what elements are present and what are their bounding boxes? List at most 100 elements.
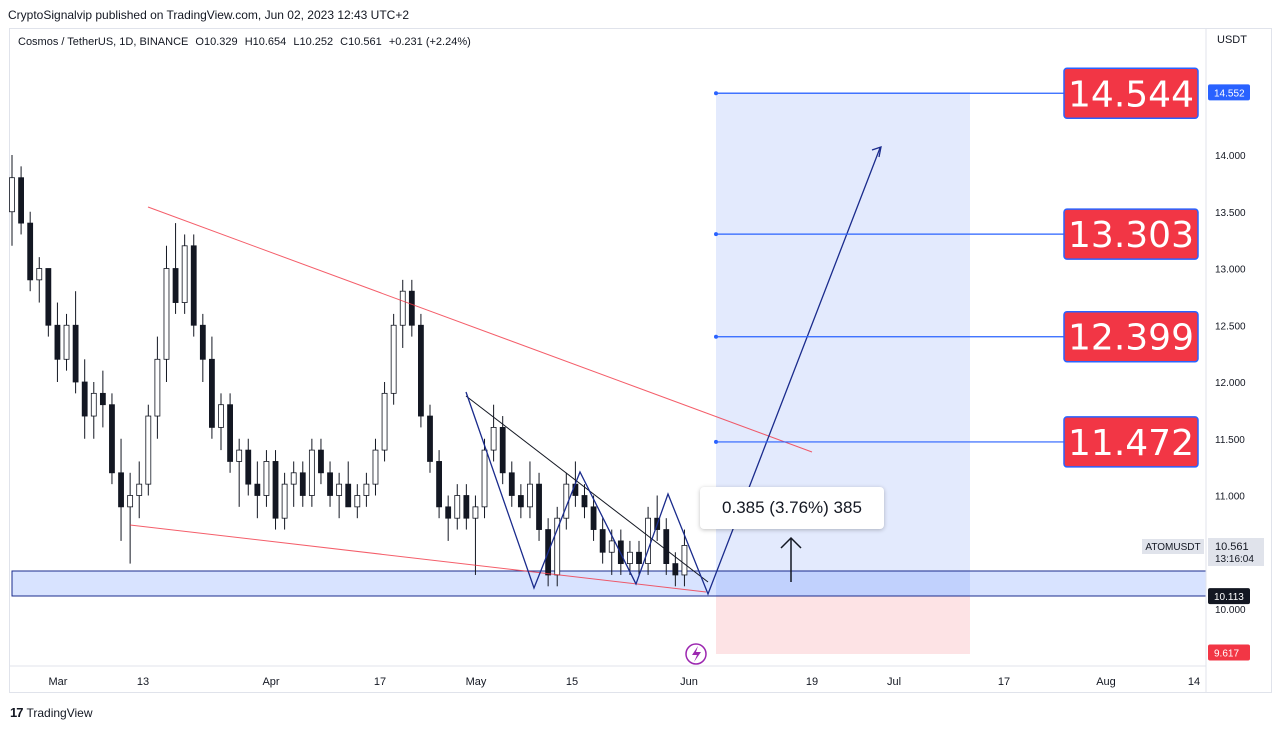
candle-body <box>181 245 188 303</box>
target-anchor <box>714 334 718 339</box>
target-label-box <box>1063 416 1199 468</box>
candle-body <box>54 324 61 360</box>
candle-body <box>272 461 279 519</box>
target-label: 12.399 <box>1068 318 1194 359</box>
projection-path <box>465 147 881 596</box>
time-tick-label: Jul <box>887 676 901 688</box>
candle-body <box>145 415 152 485</box>
last-price-badge: 10.561 <box>1215 541 1249 553</box>
candle-body <box>454 495 461 519</box>
candle-body <box>72 324 79 383</box>
candle-body <box>190 245 197 326</box>
candle-body <box>672 563 679 576</box>
candle-body <box>427 415 433 462</box>
candle-body <box>517 495 524 508</box>
target-label: 13.303 <box>1068 215 1194 256</box>
symbol-name[interactable]: Cosmos / TetherUS, 1D, BINANCE <box>18 36 189 48</box>
measure-tooltip: 0.385 (3.76%) 385 <box>700 487 884 529</box>
tv-logo-icon: 17 <box>10 705 24 720</box>
time-tick-label: 14 <box>1188 676 1200 688</box>
price-tick-label: 10.000 <box>1215 605 1246 616</box>
projection-arrow-head <box>871 146 882 158</box>
candle-body <box>363 483 370 496</box>
axis-badges: 14.552 10.113 9.617 <box>1208 84 1250 661</box>
target-label-box <box>1063 310 1199 363</box>
time-axis[interactable]: Mar 13 Apr 17 May 15 Jun 19 Jul 17 Aug 14 <box>49 676 1201 688</box>
tradingview-logo[interactable]: 17 TradingView <box>10 705 93 720</box>
publisher-line: CryptoSignalvip published on TradingView… <box>8 8 410 22</box>
time-tick-label: 19 <box>806 676 818 688</box>
time-tick-label: Aug <box>1096 676 1116 688</box>
time-tick-label: May <box>466 676 487 688</box>
candle-body <box>508 472 515 496</box>
candle-body <box>109 404 115 474</box>
time-tick-label: 15 <box>566 676 578 688</box>
candle-body <box>345 483 352 508</box>
candle-body <box>336 483 343 496</box>
wedge-upper-line <box>147 206 813 453</box>
lightning-icon[interactable] <box>692 646 701 662</box>
axis-price-badge-text: 9.617 <box>1214 648 1239 659</box>
candle-body <box>490 426 497 451</box>
price-tick-label: 13.000 <box>1215 265 1246 276</box>
ohlc-high: H10.654 <box>244 36 287 48</box>
candle-body <box>99 392 106 406</box>
candle-body <box>245 449 252 485</box>
candle-body <box>408 290 415 326</box>
candle-body <box>18 177 24 224</box>
axis-price-badge <box>1208 588 1250 605</box>
logo-text: TradingView <box>26 705 93 720</box>
wedge-lower-line <box>129 524 707 593</box>
last-price-badge-bg <box>1208 538 1264 566</box>
candle-body <box>236 449 243 462</box>
candles-group <box>9 155 688 587</box>
candle-body <box>399 290 406 326</box>
candle-body <box>27 222 34 281</box>
target-label: 14.544 <box>1068 74 1194 115</box>
candle-body <box>645 517 651 565</box>
target-label-box <box>1063 67 1199 120</box>
candle-body <box>418 324 424 417</box>
target-label-box <box>1063 208 1199 260</box>
candle-body <box>299 472 306 496</box>
candle-body <box>90 392 97 417</box>
candle-body <box>281 483 288 519</box>
target-anchor <box>714 232 718 237</box>
candle-body <box>390 324 397 394</box>
currency-label: USDT <box>1217 34 1247 46</box>
chart-frame <box>9 28 1272 693</box>
candle-body <box>581 495 588 508</box>
price-tick-label: 12.500 <box>1215 321 1246 332</box>
candle-body <box>136 483 143 496</box>
candle-body <box>172 268 179 303</box>
axis-price-badge-text: 14.552 <box>1214 88 1245 99</box>
symbol-legend: Cosmos / TetherUS, 1D, BINANCE O10.329 H… <box>18 36 475 48</box>
time-tick-label: Jun <box>680 676 698 688</box>
candle-body <box>527 483 533 508</box>
candle-body <box>463 495 470 519</box>
candle-body <box>290 472 297 485</box>
axis-price-badge <box>1208 644 1250 661</box>
candle-body <box>308 449 315 496</box>
candle-body <box>118 472 124 508</box>
candle-body <box>36 268 43 281</box>
candle-body <box>163 268 170 360</box>
candle-body <box>209 358 215 428</box>
ohlc-change: +0.231 (+2.24%) <box>388 36 471 48</box>
candle-body <box>354 495 361 508</box>
ohlc-low: L10.252 <box>293 36 334 48</box>
target-anchor <box>714 91 718 96</box>
candle-body <box>590 506 597 530</box>
candle-body <box>636 551 642 564</box>
candle-body <box>499 426 506 474</box>
candle-body <box>327 472 333 496</box>
target-label: 11.472 <box>1068 423 1194 464</box>
symbol-tag-bg <box>1142 539 1204 554</box>
candle-body <box>9 177 15 213</box>
candle-body <box>199 324 206 360</box>
time-tick-label: 17 <box>998 676 1010 688</box>
candle-body <box>445 506 452 519</box>
price-tick-label: 12.000 <box>1215 378 1246 389</box>
axis-price-badge <box>1208 84 1250 101</box>
